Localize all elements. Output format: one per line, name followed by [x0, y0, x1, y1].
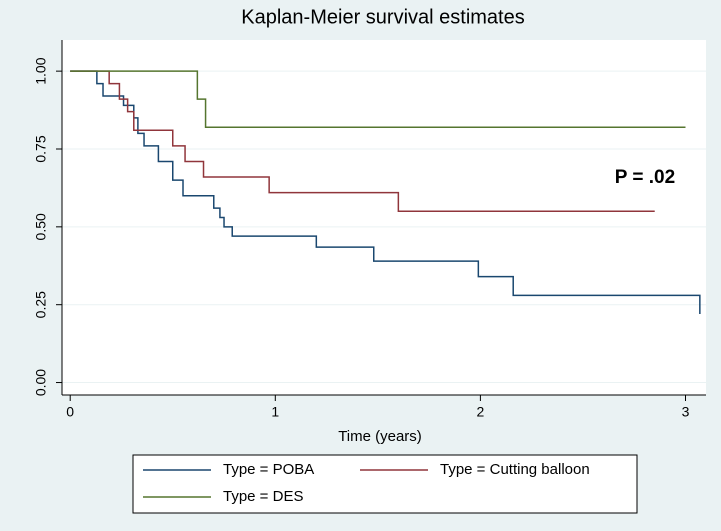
legend-box: [132, 454, 638, 514]
y-tick-label: 0.25: [33, 291, 49, 318]
x-tick-label: 3: [682, 404, 690, 420]
survival-line: [70, 70, 701, 315]
x-tick-label: 0: [66, 404, 74, 420]
legend-label: Type = POBA: [223, 461, 314, 478]
legend-label: Type = Cutting balloon: [440, 461, 590, 478]
y-tick-label: 0.50: [33, 213, 49, 240]
survival-line: [70, 70, 655, 213]
x-tick-label: 1: [271, 404, 279, 420]
y-tick-label: 1.00: [33, 57, 49, 84]
annotation: P = .02: [615, 167, 675, 188]
survival-line: [70, 70, 686, 128]
plot-area: [62, 40, 706, 395]
chart-title: Kaplan-Meier survival estimates: [241, 6, 524, 28]
legend-label: Type = DES: [223, 488, 303, 505]
y-tick-label: 0.00: [33, 369, 49, 396]
x-axis-label: Time (years): [338, 428, 422, 445]
y-tick-label: 0.75: [33, 135, 49, 162]
x-tick-label: 2: [476, 404, 484, 420]
